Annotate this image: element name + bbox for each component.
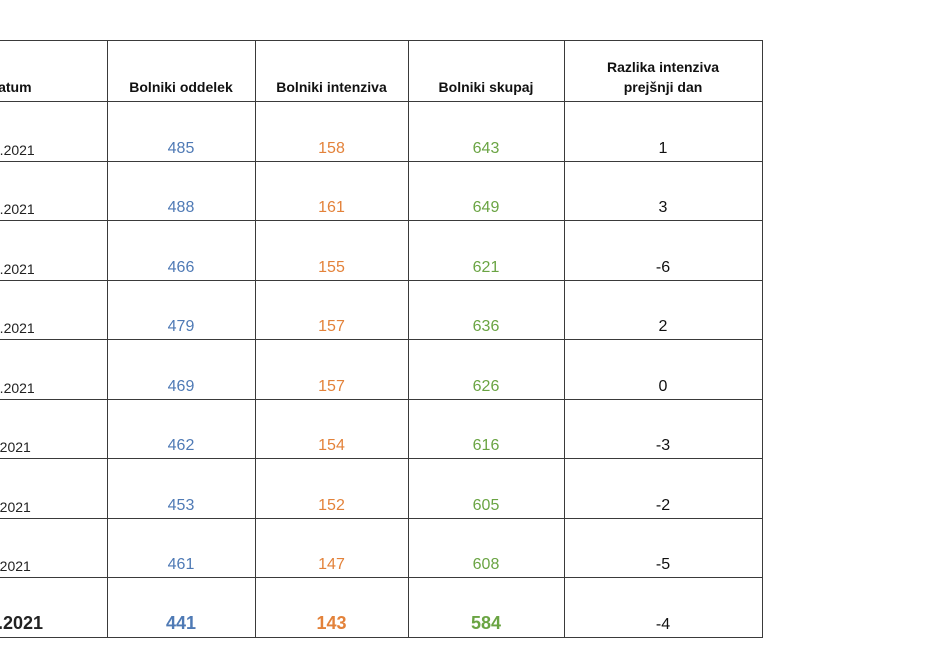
cell-icu: 157: [254, 339, 408, 400]
cell-diff: 3: [563, 161, 763, 221]
cell-total: 605: [407, 458, 564, 519]
cell-icu: 155: [254, 220, 408, 281]
cell-diff: 2: [563, 280, 763, 340]
cell-date: .4.2021: [0, 101, 107, 162]
cell-date: .4.2021: [0, 339, 107, 400]
cell-date: 5.2021: [0, 577, 107, 638]
cell-ward: 462: [106, 399, 255, 459]
cell-diff: -3: [563, 399, 763, 459]
cell-icu: 143: [254, 577, 408, 638]
header-diff: Razlika intenziva prejšnji dan: [563, 40, 763, 102]
cell-total: 649: [407, 161, 564, 221]
cell-ward: 466: [106, 220, 255, 281]
cell-ward: 485: [106, 101, 255, 162]
cell-ward: 441: [106, 577, 255, 638]
header-diff-line2: prejšnji dan: [623, 79, 703, 95]
cell-total: 626: [407, 339, 564, 400]
table-row: .4.2021 485 158 643 1: [0, 101, 763, 162]
cell-total: 584: [407, 577, 564, 638]
cell-ward: 461: [106, 518, 255, 578]
cell-icu: 154: [254, 399, 408, 459]
cell-icu: 158: [254, 101, 408, 162]
cell-diff: -4: [563, 577, 763, 638]
table-row: .4.2021 466 155 621 -6: [0, 220, 763, 281]
table-row: 5.2021 453 152 605 -2: [0, 458, 763, 519]
cell-diff: 1: [563, 101, 763, 162]
cell-date: 5.2021: [0, 458, 107, 519]
cell-total: 608: [407, 518, 564, 578]
header-ward: Bolniki oddelek: [106, 40, 255, 102]
cell-ward: 469: [106, 339, 255, 400]
header-total: Bolniki skupaj: [407, 40, 564, 102]
cell-ward: 479: [106, 280, 255, 340]
table-row: .4.2021 488 161 649 3: [0, 161, 763, 221]
cell-date: .4.2021: [0, 220, 107, 281]
header-icu: Bolniki intenziva: [254, 40, 408, 102]
cell-ward: 488: [106, 161, 255, 221]
cell-diff: -5: [563, 518, 763, 578]
cell-icu: 161: [254, 161, 408, 221]
cell-total: 636: [407, 280, 564, 340]
cell-total: 616: [407, 399, 564, 459]
cell-date: .4.2021: [0, 280, 107, 340]
cell-date: 5.2021: [0, 399, 107, 459]
cell-total: 643: [407, 101, 564, 162]
cell-diff: -6: [563, 220, 763, 281]
header-date: Datum: [0, 40, 107, 102]
cell-icu: 147: [254, 518, 408, 578]
header-row: Datum Bolniki oddelek Bolniki intenziva …: [0, 40, 763, 102]
table-row: .4.2021 479 157 636 2: [0, 280, 763, 340]
cell-icu: 152: [254, 458, 408, 519]
cell-ward: 453: [106, 458, 255, 519]
cell-icu: 157: [254, 280, 408, 340]
cell-diff: 0: [563, 339, 763, 400]
header-diff-line1: Razlika intenziva: [606, 59, 720, 75]
hospital-stats-table: Datum Bolniki oddelek Bolniki intenziva …: [0, 40, 763, 638]
table-row: .4.2021 469 157 626 0: [0, 339, 763, 400]
cell-date: .4.2021: [0, 161, 107, 221]
table-row: 5.2021 461 147 608 -5: [0, 518, 763, 578]
cell-diff: -2: [563, 458, 763, 519]
hospital-stats-table-container: Datum Bolniki oddelek Bolniki intenziva …: [0, 40, 763, 638]
table-row-latest: 5.2021 441 143 584 -4: [0, 577, 763, 638]
cell-date: 5.2021: [0, 518, 107, 578]
cell-total: 621: [407, 220, 564, 281]
table-row: 5.2021 462 154 616 -3: [0, 399, 763, 459]
